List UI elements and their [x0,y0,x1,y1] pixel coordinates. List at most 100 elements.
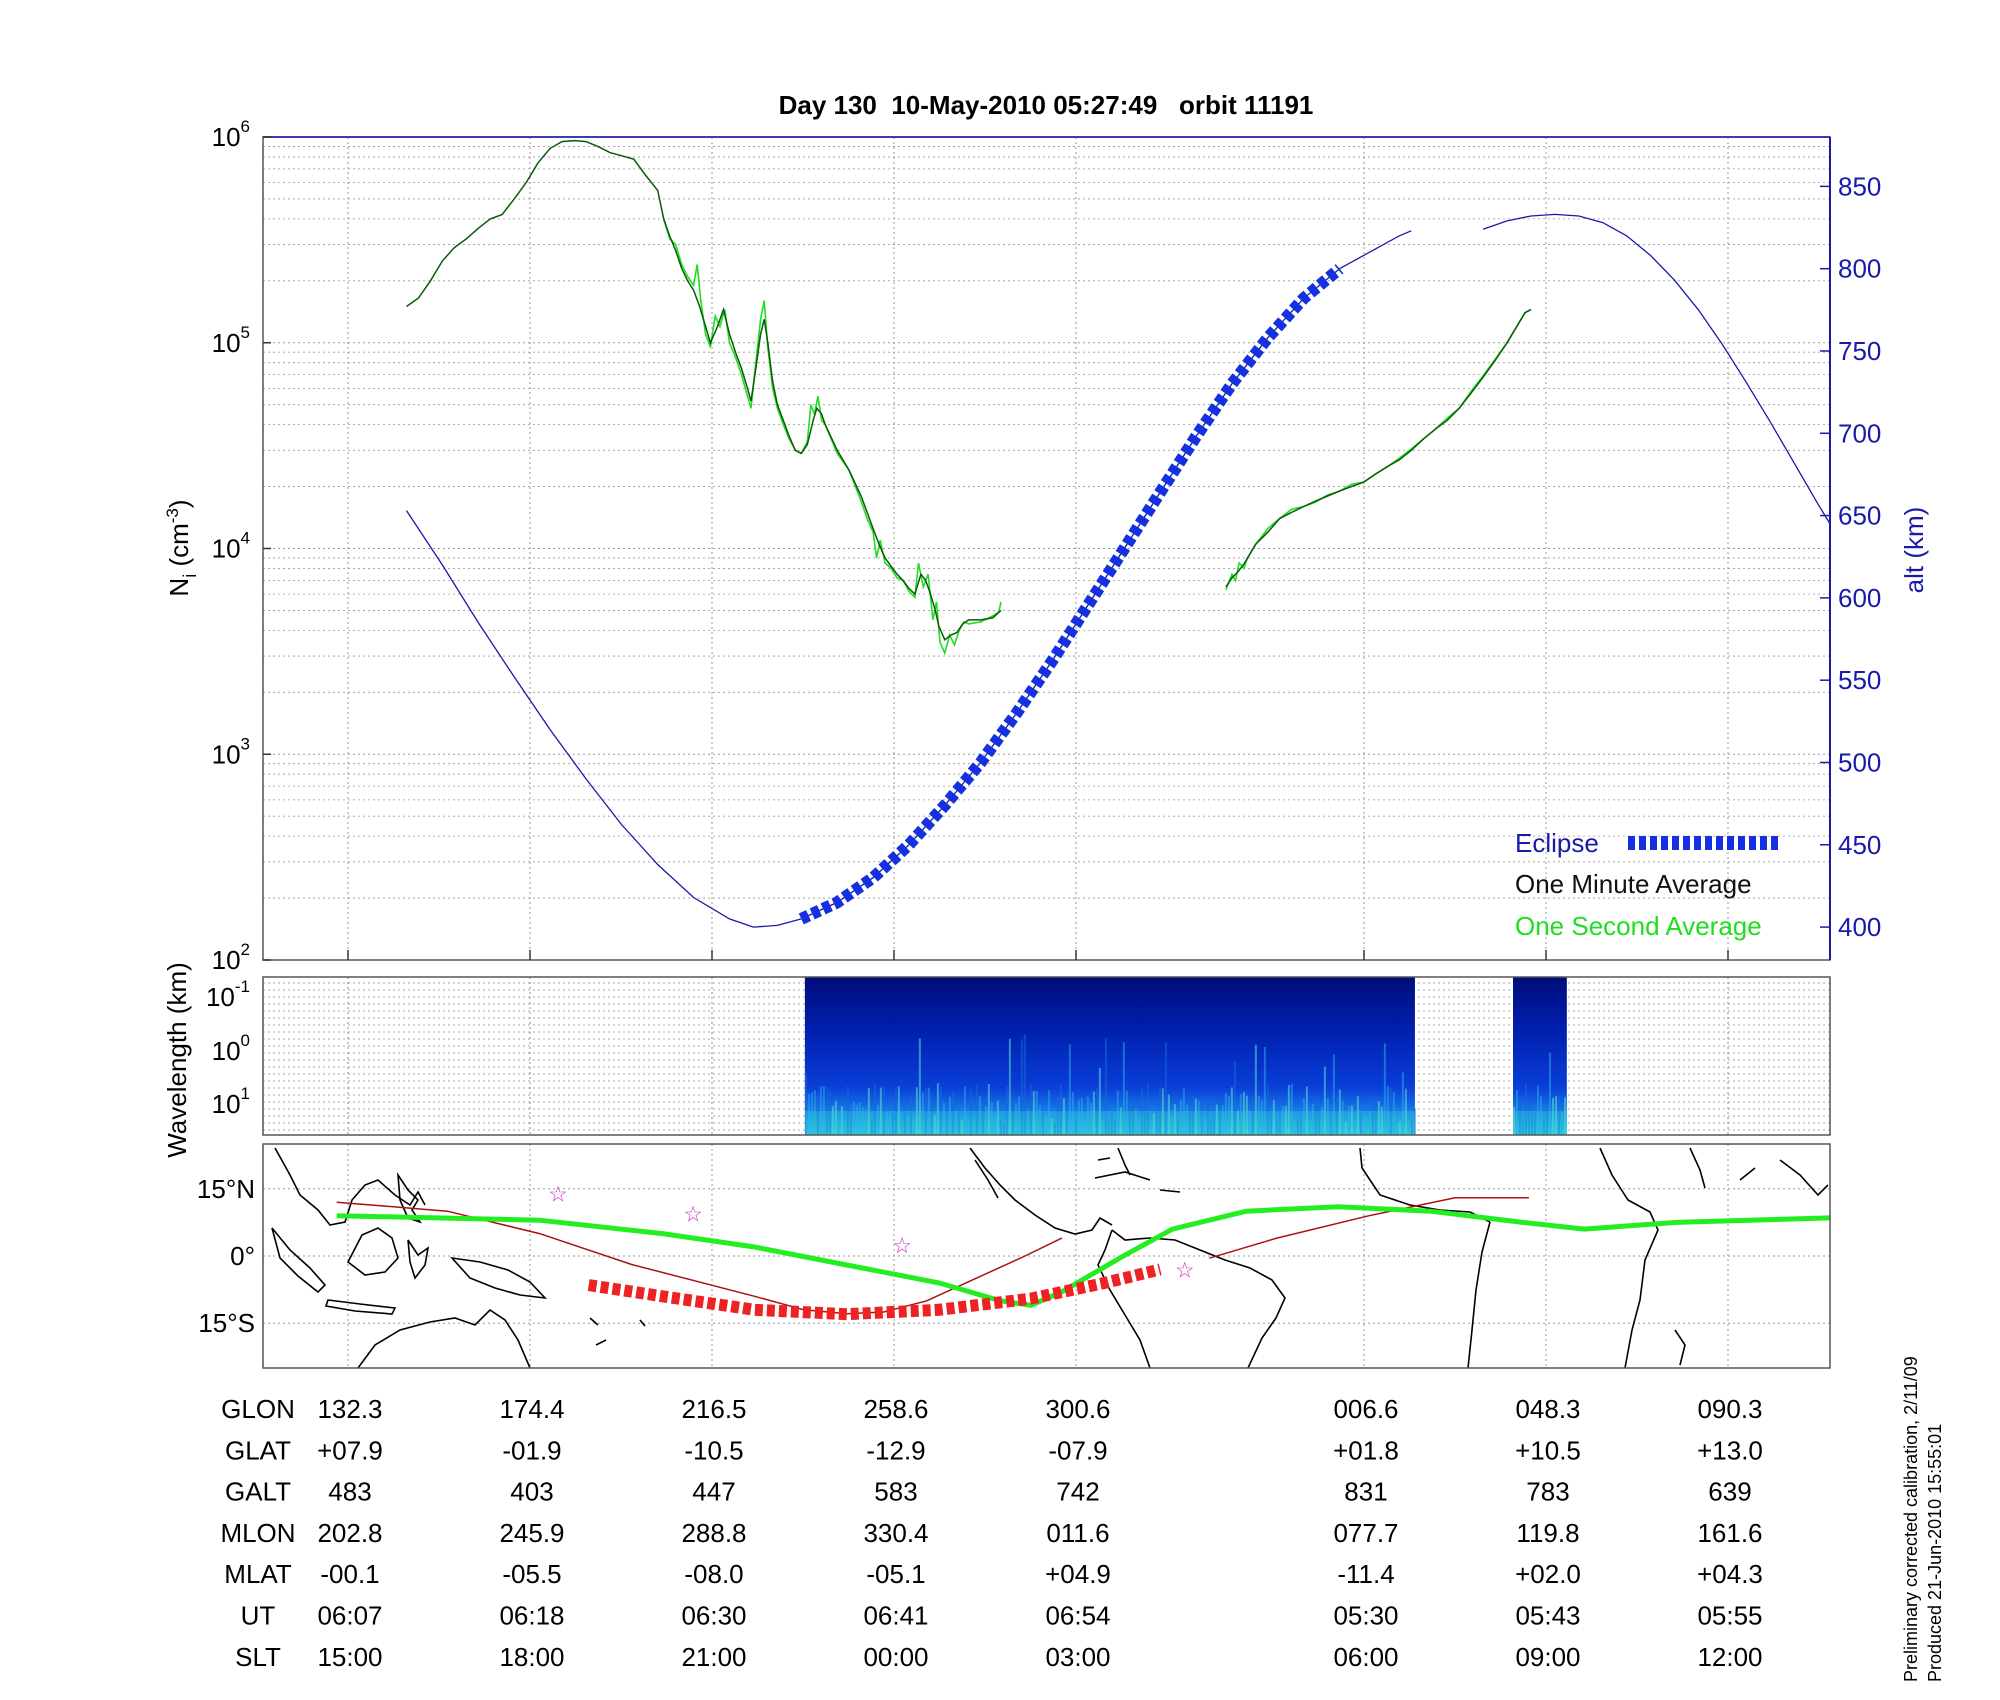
coastline-florida [1117,1147,1131,1176]
table-cell: 245.9 [499,1518,564,1548]
spectrogram-streak [1191,1094,1194,1135]
spectrogram-streak [831,1105,834,1135]
spectrogram-streak [1311,1103,1314,1135]
spectrogram-streak [1332,1054,1335,1135]
tick-exponent: 4 [241,529,250,548]
table-cell: 06:30 [681,1601,746,1631]
spectrogram-streak [1305,1086,1308,1135]
spectrogram-streak [1209,1117,1212,1135]
map-data: ☆ ☆ ☆ ☆ [336,1181,1830,1321]
spectrogram-streak [1116,1090,1119,1135]
orbit-track [336,1201,1063,1315]
spectrogram-streak [879,1087,882,1135]
spectrogram-streak [1053,1122,1056,1135]
spectrogram-streak [1263,1046,1266,1135]
spectrogram-streak [930,1093,933,1135]
spectrogram-streak [1392,1092,1395,1135]
table-cell: 288.8 [681,1518,746,1548]
spectrogram-streak [921,1092,924,1135]
table-row-label: UT [241,1601,276,1631]
spectrogram-streak [1041,1112,1044,1135]
density-y-label: Ni (cm-3) [163,499,200,596]
spectrogram-streak [1269,1113,1272,1135]
spectrogram-streak [918,1038,921,1135]
legend-eclipse: Eclipse [1515,828,1599,858]
table-row-label: GLAT [225,1435,291,1465]
spectrogram-streak [1552,1097,1555,1135]
coastline-africa-east [1599,1147,1659,1368]
spectrogram-streak [1347,1105,1350,1135]
spectrogram-streak [888,1113,891,1135]
table-row-label: MLAT [224,1559,292,1589]
spectrogram-block [1513,977,1567,1135]
spectrogram-streak [1537,1085,1540,1135]
table-cell: +10.5 [1515,1435,1581,1465]
spectrogram-streak [1197,1100,1200,1135]
spectrogram-streak [882,1086,885,1135]
table-cell: 639 [1708,1477,1751,1507]
spectrogram-streak [1398,1121,1401,1135]
density-grid [263,137,1830,960]
spectrogram-streak [1386,1086,1389,1135]
spectrogram-streak [1194,1098,1197,1135]
spectrogram-streak [1227,1095,1230,1135]
altitude-line [1339,230,1412,270]
table-cell: 300.6 [1045,1394,1110,1424]
ephemeris-table: GLON 132.3 174.4 216.5 258.6 300.6 006.6 048.3 0… [220,1394,1762,1672]
spectrogram-streak [1044,1115,1047,1135]
table-cell: 06:54 [1045,1601,1110,1631]
altitude-line [1482,213,1830,525]
coastline-madagascar [1674,1329,1686,1366]
coastline-australia [357,1308,531,1368]
table-row-label: MLON [220,1518,295,1548]
spectrogram-streak [1170,1116,1173,1135]
spectrogram-streak [1050,1118,1053,1135]
spectrogram-streak [1293,1120,1296,1135]
spectrogram-streak [810,1092,813,1135]
table-cell: 119.8 [1516,1518,1579,1548]
map-frame [262,1143,1831,1369]
spectrogram-streak [1362,1118,1365,1135]
map-y-ticks: 15°N 0° 15°S [197,1174,255,1338]
table-cell: 06:41 [863,1601,928,1631]
spectrogram-streak [1380,1106,1383,1135]
spectrogram-streak [1011,1096,1014,1135]
spectrogram-streak [960,1119,963,1135]
spectrogram-streak [1029,1084,1032,1135]
spectrogram-streak [1107,1121,1110,1135]
spectrogram-streak [1389,1087,1392,1135]
spectrogram-streak [1059,1085,1062,1135]
density-data [405,139,1830,928]
spectrogram-streak [1140,1088,1143,1135]
map-grid [263,1144,1830,1368]
spectrogram-streak [942,1103,945,1135]
table-cell: +01.8 [1333,1435,1399,1465]
spectrogram-streak [816,1095,819,1135]
spectrogram-streak [1023,1034,1026,1135]
spectrogram-streak [981,1106,984,1135]
spectrogram-streak [1248,1110,1251,1135]
spectrogram-streak [1245,1095,1248,1135]
spectrogram-streak [1338,1089,1341,1135]
spectrogram-streak [852,1101,855,1135]
coastline-new-guinea [449,1256,548,1300]
spectrogram-streak [1104,1038,1107,1135]
spectrogram-streak [1260,1100,1263,1135]
spectrogram-streak [867,1087,870,1135]
spectrogram-streak [1365,1118,1368,1135]
spectrogram-streak [996,1100,999,1135]
table-cell: 132.3 [317,1394,382,1424]
coastline-south-america-west [1097,1229,1151,1368]
table-cell: -05.5 [502,1559,561,1589]
spectrogram-streak [1092,1091,1095,1135]
spectrogram-streak [1182,1088,1185,1135]
spectrogram-streak [1185,1104,1188,1135]
table-cell: +07.9 [317,1435,383,1465]
spectrogram-streak [909,1094,912,1135]
table-cell: 330.4 [863,1518,928,1548]
spectrogram-streak [1020,1039,1023,1135]
table-cell: +13.0 [1697,1435,1763,1465]
spectrogram-streak [1257,1095,1260,1135]
